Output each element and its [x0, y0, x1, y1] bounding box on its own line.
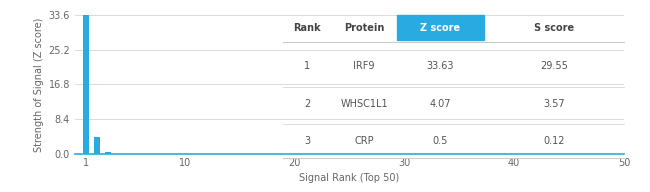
- Text: 1: 1: [304, 61, 310, 71]
- Text: 29.55: 29.55: [540, 61, 568, 71]
- Bar: [105, 151, 111, 154]
- Text: S score: S score: [534, 23, 574, 33]
- Text: Protein: Protein: [344, 23, 384, 33]
- Text: 33.63: 33.63: [426, 61, 454, 71]
- Y-axis label: Strength of Signal (Z score): Strength of Signal (Z score): [34, 17, 44, 152]
- Text: WHSC1L1: WHSC1L1: [340, 99, 388, 109]
- Text: 3.57: 3.57: [543, 99, 565, 109]
- Bar: [83, 15, 89, 154]
- Text: IRF9: IRF9: [353, 61, 375, 71]
- Text: CRP: CRP: [354, 136, 374, 146]
- Text: Z score: Z score: [421, 23, 460, 33]
- Text: 3: 3: [304, 136, 310, 146]
- Text: Rank: Rank: [293, 23, 321, 33]
- Bar: [94, 137, 99, 154]
- Text: 0.5: 0.5: [433, 136, 448, 146]
- Text: 2: 2: [304, 99, 310, 109]
- Text: 0.12: 0.12: [543, 136, 565, 146]
- Text: 4.07: 4.07: [430, 99, 451, 109]
- X-axis label: Signal Rank (Top 50): Signal Rank (Top 50): [299, 173, 400, 183]
